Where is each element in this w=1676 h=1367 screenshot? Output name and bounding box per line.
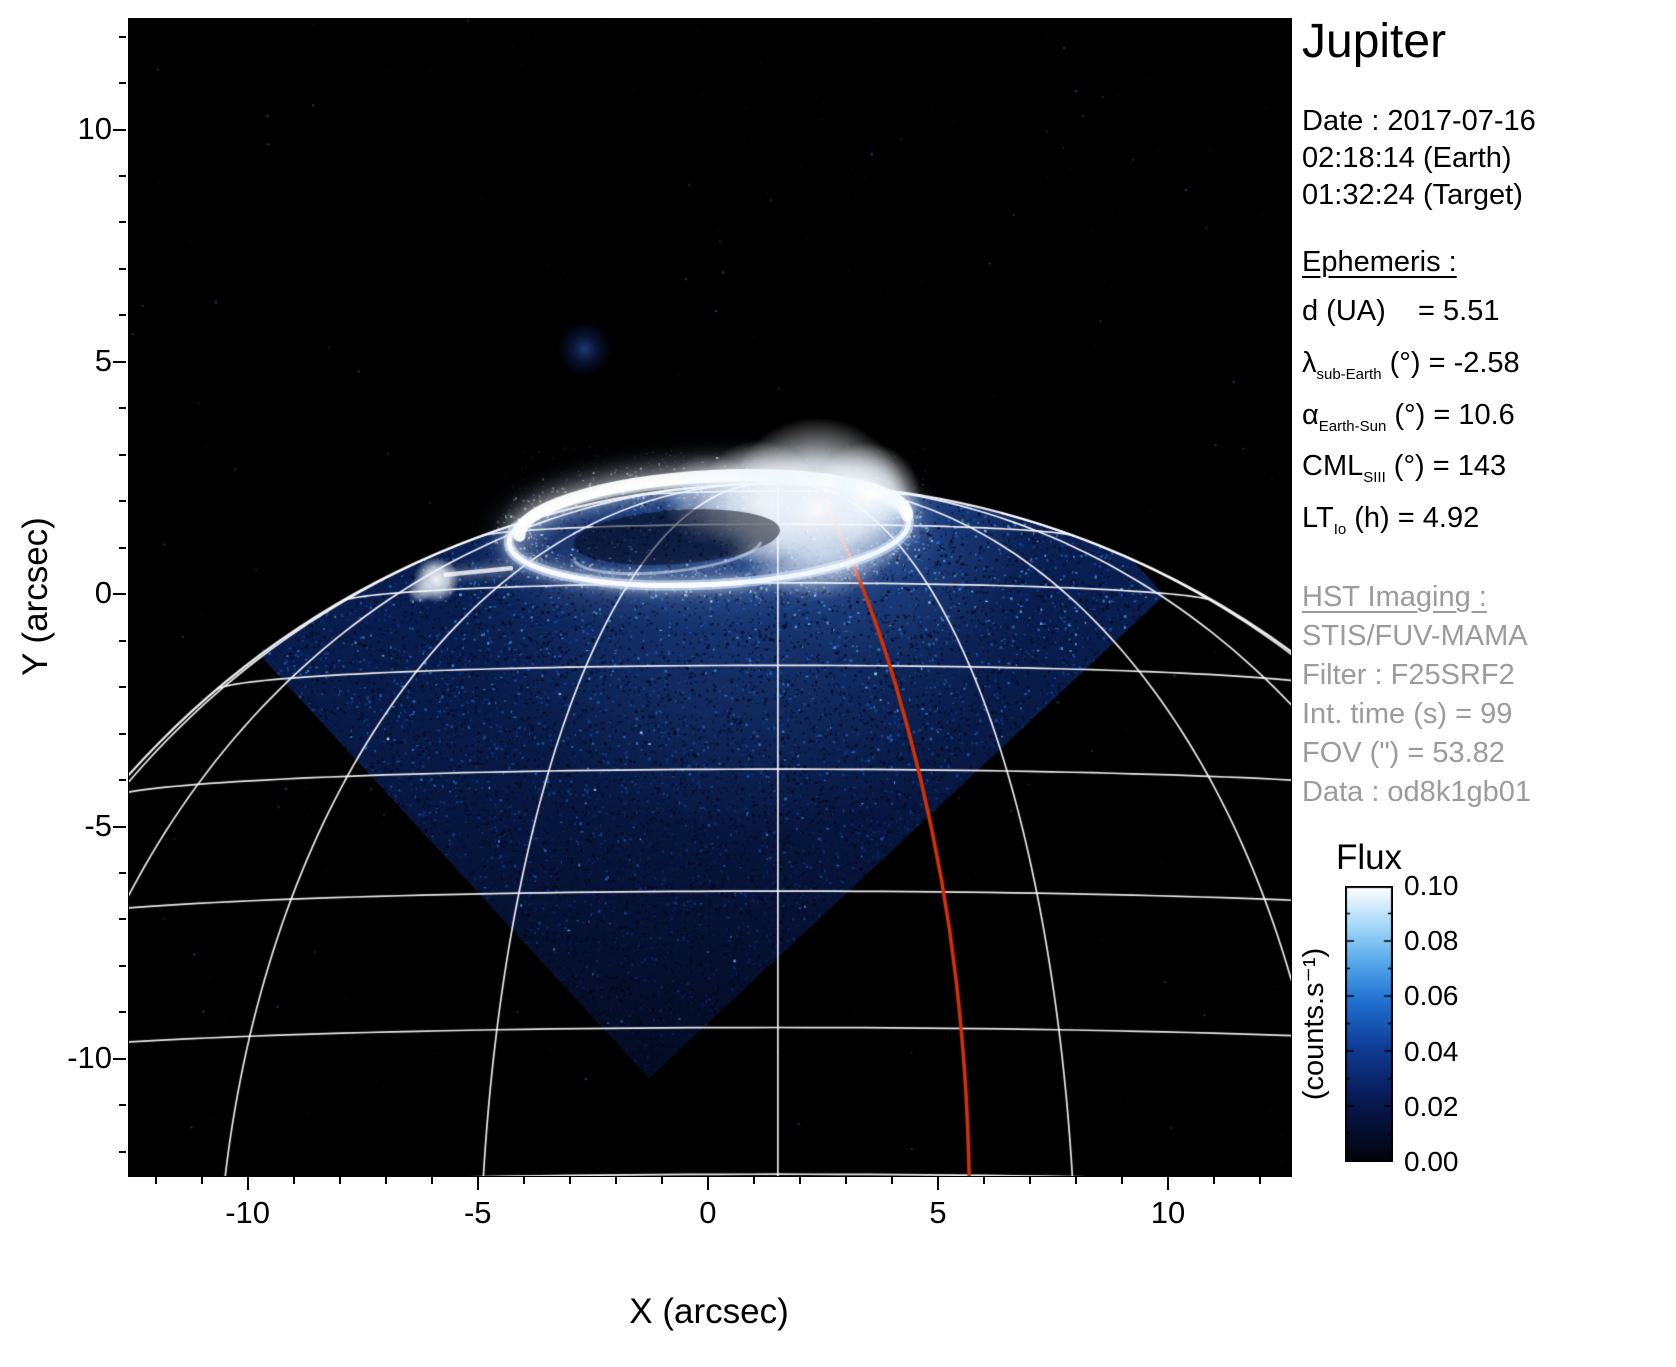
y-axis-tick [119, 267, 126, 270]
y-tick-label: 0 [94, 575, 112, 611]
ephemeris-row-io-local-time: LTIo (h) = 4.92 [1302, 502, 1480, 538]
x-axis-tick [200, 1177, 203, 1184]
x-axis-tick [752, 1177, 755, 1184]
x-axis-tick [936, 1177, 939, 1190]
colorbar-tick-label: 0.04 [1404, 1036, 1459, 1067]
colorbar-tick-label: 0.10 [1404, 870, 1459, 901]
hst-fov: FOV (") = 53.82 [1302, 736, 1505, 769]
x-tick-label: 0 [699, 1195, 717, 1230]
ephemeris-row-phase-angle: αEarth-Sun (°) = 10.6 [1302, 398, 1515, 435]
plot-area [128, 18, 1292, 1177]
y-tick-label: 5 [94, 342, 112, 378]
obs-date: Date : 2017-07-16 [1302, 105, 1536, 137]
colorbar-tick-label: 0.06 [1404, 980, 1459, 1011]
y-axis-tick [119, 639, 126, 642]
x-tick-label: 10 [1150, 1195, 1186, 1230]
hst-instrument: STIS/FUV-MAMA [1302, 619, 1528, 652]
x-axis-tick [476, 1177, 479, 1190]
y-axis-tick [113, 825, 126, 828]
y-axis-tick [119, 1104, 126, 1107]
x-axis-title: X (arcsec) [629, 1292, 789, 1331]
y-axis-tick [113, 360, 126, 363]
x-axis-tick [430, 1177, 433, 1184]
x-axis-tick [1259, 1177, 1262, 1184]
y-tick-label: 10 [77, 110, 112, 146]
ephemeris-heading: Ephemeris : [1302, 246, 1457, 278]
obs-time-earth: 02:18:14 (Earth) [1302, 142, 1512, 174]
info-panel: Jupiter Date : 2017-07-16 02:18:14 (Eart… [1302, 14, 1674, 812]
y-axis-tick [119, 174, 126, 177]
hst-imaging-block: HST Imaging : STIS/FUV-MAMA Filter : F25… [1302, 578, 1674, 812]
y-axis-tick [119, 35, 126, 38]
x-axis-tick [1213, 1177, 1216, 1184]
colorbar-tick-label: 0.00 [1404, 1146, 1459, 1177]
y-axis-tick [119, 1150, 126, 1153]
colorbar-tick-label: 0.08 [1404, 925, 1459, 956]
x-tick-label: -10 [225, 1195, 271, 1230]
y-axis-tick [113, 1057, 126, 1060]
x-axis-tick [522, 1177, 525, 1184]
x-axis-tick [798, 1177, 801, 1184]
ephemeris-row-distance: d (UA) = 5.51 [1302, 295, 1500, 327]
y-axis-tick [119, 779, 126, 782]
x-axis-tick [338, 1177, 341, 1184]
x-tick-label: 5 [929, 1195, 947, 1230]
y-axis-tick [119, 1011, 126, 1014]
hst-int-time: Int. time (s) = 99 [1302, 697, 1513, 730]
y-axis-tick [119, 546, 126, 549]
y-axis-tick [113, 128, 126, 131]
y-tick-label: -5 [84, 807, 112, 843]
x-axis-tick [246, 1177, 249, 1190]
y-axis-tick [119, 871, 126, 874]
y-axis-tick [119, 964, 126, 967]
y-axis-tick [119, 732, 126, 735]
hst-data-id: Data : od8k1gb01 [1302, 775, 1531, 808]
y-axis-tick [119, 918, 126, 921]
x-axis-tick [890, 1177, 893, 1184]
y-tick-label: -10 [67, 1039, 112, 1075]
ephemeris-row-sub-earth-lat: λsub-Earth (°) = -2.58 [1302, 346, 1520, 383]
colorbar-tick-label: 0.02 [1404, 1091, 1459, 1122]
x-axis-tick [614, 1177, 617, 1184]
sky-image-canvas [129, 19, 1291, 1176]
colorbar [1345, 886, 1393, 1162]
y-axis-tick [119, 500, 126, 503]
x-axis-tick [1028, 1177, 1031, 1184]
colorbar-title: Flux [1335, 838, 1403, 877]
observation-block: Date : 2017-07-16 02:18:14 (Earth) 01:32… [1302, 103, 1674, 214]
x-tick-label: -5 [463, 1195, 492, 1230]
x-axis-tick [1167, 1177, 1170, 1190]
y-axis-tick [119, 453, 126, 456]
x-axis-tick [844, 1177, 847, 1184]
x-axis-tick [660, 1177, 663, 1184]
hst-imaging-heading: HST Imaging : [1302, 580, 1487, 613]
x-axis-tick [982, 1177, 985, 1184]
ephemeris-row-cml: CMLSIII (°) = 143 [1302, 450, 1507, 487]
ephemeris-block: d (UA) = 5.51 λsub-Earth (°) = -2.58 αEa… [1302, 291, 1674, 550]
x-axis-tick [292, 1177, 295, 1184]
hst-filter: Filter : F25SRF2 [1302, 658, 1515, 691]
x-axis-tick [384, 1177, 387, 1184]
colorbar-unit-label: (counts.s⁻¹) [1298, 947, 1330, 1101]
y-axis-tick [119, 686, 126, 689]
x-axis-tick [1121, 1177, 1124, 1184]
y-axis-tick [119, 82, 126, 85]
y-axis-tick [119, 407, 126, 410]
x-axis-tick [154, 1177, 157, 1184]
y-axis-tick [113, 593, 126, 596]
planet-title: Jupiter [1302, 15, 1447, 68]
obs-time-target: 01:32:24 (Target) [1302, 179, 1523, 211]
x-axis-tick [1075, 1177, 1077, 1184]
y-axis-tick [119, 221, 126, 224]
x-axis-tick [568, 1177, 571, 1184]
y-axis-tick [119, 314, 126, 317]
x-axis-tick [706, 1177, 709, 1190]
